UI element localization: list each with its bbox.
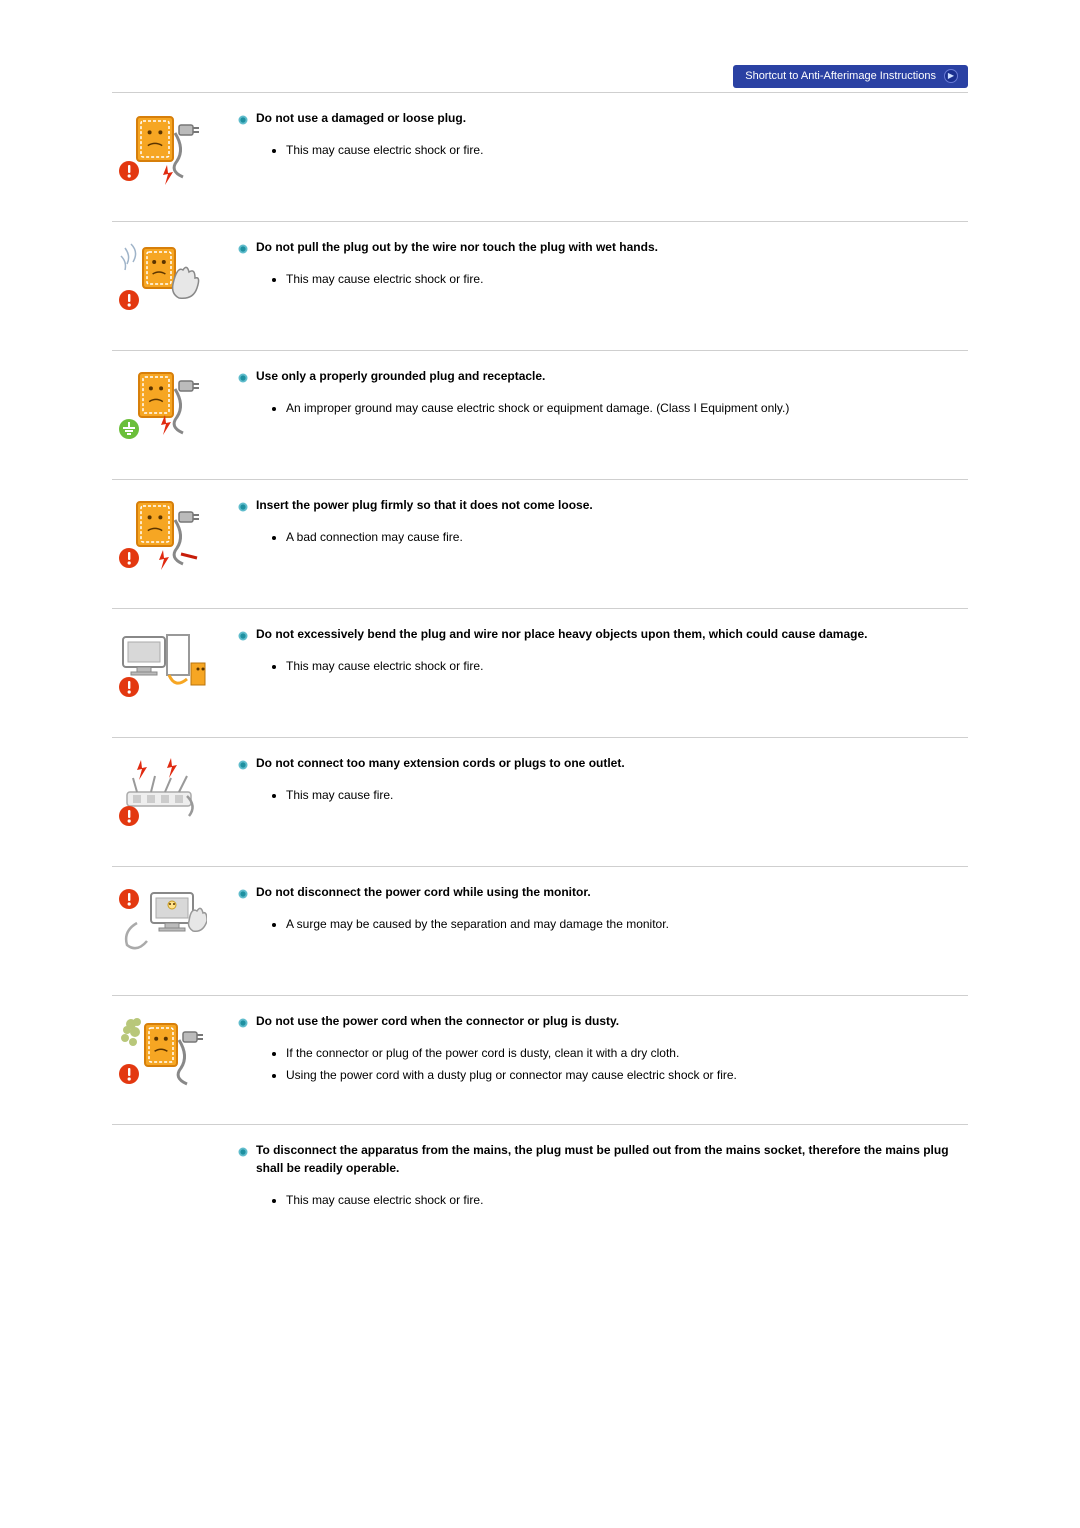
heading-bullet-icon <box>238 370 248 380</box>
safety-section: Do not pull the plug out by the wire nor… <box>112 221 968 350</box>
heading-text: Use only a properly grounded plug and re… <box>256 367 545 385</box>
detail-item: A surge may be caused by the separation … <box>286 915 958 933</box>
section-illustration-icon <box>112 496 212 572</box>
heading-bullet-icon <box>238 757 248 767</box>
detail-item: If the connector or plug of the power co… <box>286 1044 958 1062</box>
safety-section: Do not connect too many extension cords … <box>112 737 968 866</box>
section-illustration-icon <box>112 367 212 443</box>
section-illustration-icon <box>112 238 212 314</box>
heading-text: Do not pull the plug out by the wire nor… <box>256 238 658 256</box>
detail-item: This may cause fire. <box>286 786 958 804</box>
section-heading: Do not excessively bend the plug and wir… <box>238 625 958 643</box>
section-heading: Do not pull the plug out by the wire nor… <box>238 238 958 256</box>
safety-section: Do not use a damaged or loose plug. This… <box>112 92 968 221</box>
heading-bullet-icon <box>238 628 248 638</box>
detail-list: This may cause electric shock or fire. <box>286 657 958 675</box>
detail-list: This may cause electric shock or fire. <box>286 270 958 288</box>
safety-section: Do not disconnect the power cord while u… <box>112 866 968 995</box>
detail-list: This may cause electric shock or fire. <box>286 141 958 159</box>
section-heading: Use only a properly grounded plug and re… <box>238 367 958 385</box>
detail-item: This may cause electric shock or fire. <box>286 270 958 288</box>
shortcut-arrow-icon: ▶ <box>944 69 958 83</box>
section-heading: Do not connect too many extension cords … <box>238 754 958 772</box>
section-text: Do not excessively bend the plug and wir… <box>238 625 968 701</box>
detail-item: A bad connection may cause fire. <box>286 528 958 546</box>
section-illustration-icon <box>112 883 212 959</box>
page: Shortcut to Anti-Afterimage Instructions… <box>0 0 1080 1289</box>
detail-item: This may cause electric shock or fire. <box>286 657 958 675</box>
section-text: Insert the power plug firmly so that it … <box>238 496 968 572</box>
detail-item: This may cause electric shock or fire. <box>286 1191 958 1209</box>
shortcut-label: Shortcut to Anti-Afterimage Instructions <box>745 68 936 85</box>
safety-section: Use only a properly grounded plug and re… <box>112 350 968 479</box>
section-text: Do not use the power cord when the conne… <box>238 1012 968 1088</box>
heading-bullet-icon <box>238 241 248 251</box>
heading-text: Do not excessively bend the plug and wir… <box>256 625 867 643</box>
section-illustration-icon <box>112 109 212 185</box>
section-heading: Do not use a damaged or loose plug. <box>238 109 958 127</box>
heading-text: To disconnect the apparatus from the mai… <box>256 1141 958 1177</box>
sections-container: Do not use a damaged or loose plug. This… <box>112 92 968 1249</box>
safety-section: Do not excessively bend the plug and wir… <box>112 608 968 737</box>
shortcut-button[interactable]: Shortcut to Anti-Afterimage Instructions… <box>733 65 968 88</box>
detail-list: A surge may be caused by the separation … <box>286 915 958 933</box>
heading-text: Do not use a damaged or loose plug. <box>256 109 466 127</box>
detail-list: This may cause fire. <box>286 786 958 804</box>
section-heading: To disconnect the apparatus from the mai… <box>238 1141 958 1177</box>
detail-item: This may cause electric shock or fire. <box>286 141 958 159</box>
shortcut-bar: Shortcut to Anti-Afterimage Instructions… <box>112 65 968 88</box>
detail-list: If the connector or plug of the power co… <box>286 1044 958 1084</box>
section-text: To disconnect the apparatus from the mai… <box>238 1141 968 1213</box>
section-heading: Insert the power plug firmly so that it … <box>238 496 958 514</box>
section-illustration-icon <box>112 625 212 701</box>
section-text: Do not disconnect the power cord while u… <box>238 883 968 959</box>
section-illustration-icon <box>112 754 212 830</box>
heading-text: Do not disconnect the power cord while u… <box>256 883 591 901</box>
detail-item: Using the power cord with a dusty plug o… <box>286 1066 958 1084</box>
detail-list: A bad connection may cause fire. <box>286 528 958 546</box>
detail-list: An improper ground may cause electric sh… <box>286 399 958 417</box>
heading-bullet-icon <box>238 886 248 896</box>
section-illustration-icon <box>112 1012 212 1088</box>
safety-section: To disconnect the apparatus from the mai… <box>112 1124 968 1249</box>
safety-section: Do not use the power cord when the conne… <box>112 995 968 1124</box>
heading-text: Do not use the power cord when the conne… <box>256 1012 619 1030</box>
heading-bullet-icon <box>238 1015 248 1025</box>
section-heading: Do not use the power cord when the conne… <box>238 1012 958 1030</box>
section-text: Do not use a damaged or loose plug. This… <box>238 109 968 185</box>
heading-text: Do not connect too many extension cords … <box>256 754 625 772</box>
heading-bullet-icon <box>238 499 248 509</box>
detail-list: This may cause electric shock or fire. <box>286 1191 958 1209</box>
section-text: Use only a properly grounded plug and re… <box>238 367 968 443</box>
section-heading: Do not disconnect the power cord while u… <box>238 883 958 901</box>
heading-bullet-icon <box>238 112 248 122</box>
safety-section: Insert the power plug firmly so that it … <box>112 479 968 608</box>
detail-item: An improper ground may cause electric sh… <box>286 399 958 417</box>
heading-text: Insert the power plug firmly so that it … <box>256 496 593 514</box>
section-text: Do not pull the plug out by the wire nor… <box>238 238 968 314</box>
section-text: Do not connect too many extension cords … <box>238 754 968 830</box>
heading-bullet-icon <box>238 1144 248 1154</box>
